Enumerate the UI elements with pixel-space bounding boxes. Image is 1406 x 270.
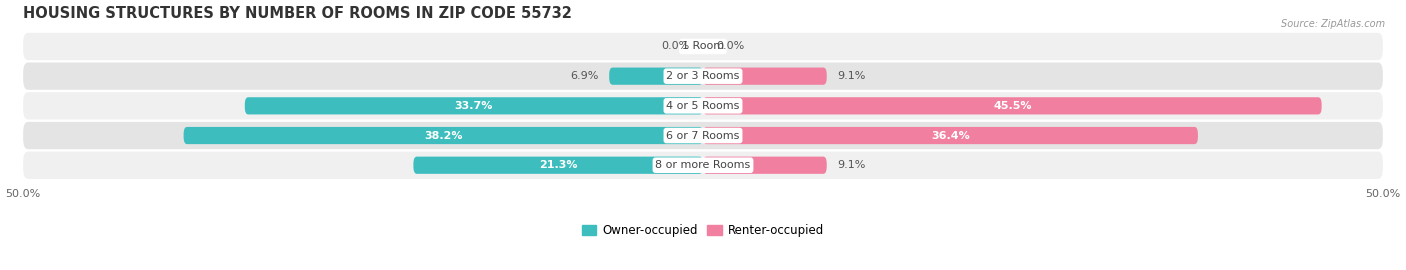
Text: 38.2%: 38.2% [425, 130, 463, 140]
FancyBboxPatch shape [703, 127, 1198, 144]
Text: 0.0%: 0.0% [661, 42, 689, 52]
Text: 45.5%: 45.5% [993, 101, 1032, 111]
FancyBboxPatch shape [245, 97, 703, 114]
FancyBboxPatch shape [22, 92, 1384, 120]
FancyBboxPatch shape [22, 151, 1384, 179]
FancyBboxPatch shape [703, 97, 1322, 114]
Text: 36.4%: 36.4% [931, 130, 970, 140]
FancyBboxPatch shape [413, 157, 703, 174]
FancyBboxPatch shape [703, 68, 827, 85]
FancyBboxPatch shape [703, 157, 827, 174]
Text: 21.3%: 21.3% [538, 160, 578, 170]
Legend: Owner-occupied, Renter-occupied: Owner-occupied, Renter-occupied [578, 220, 828, 242]
Text: HOUSING STRUCTURES BY NUMBER OF ROOMS IN ZIP CODE 55732: HOUSING STRUCTURES BY NUMBER OF ROOMS IN… [22, 6, 572, 21]
Text: 6.9%: 6.9% [569, 71, 599, 81]
FancyBboxPatch shape [22, 63, 1384, 90]
FancyBboxPatch shape [609, 68, 703, 85]
Text: 6 or 7 Rooms: 6 or 7 Rooms [666, 130, 740, 140]
Text: 9.1%: 9.1% [838, 160, 866, 170]
Text: 0.0%: 0.0% [717, 42, 745, 52]
Text: 33.7%: 33.7% [454, 101, 494, 111]
FancyBboxPatch shape [22, 33, 1384, 60]
Text: 9.1%: 9.1% [838, 71, 866, 81]
FancyBboxPatch shape [184, 127, 703, 144]
Text: 2 or 3 Rooms: 2 or 3 Rooms [666, 71, 740, 81]
Text: 4 or 5 Rooms: 4 or 5 Rooms [666, 101, 740, 111]
FancyBboxPatch shape [22, 122, 1384, 149]
Text: Source: ZipAtlas.com: Source: ZipAtlas.com [1281, 19, 1385, 29]
Text: 1 Room: 1 Room [682, 42, 724, 52]
Text: 8 or more Rooms: 8 or more Rooms [655, 160, 751, 170]
